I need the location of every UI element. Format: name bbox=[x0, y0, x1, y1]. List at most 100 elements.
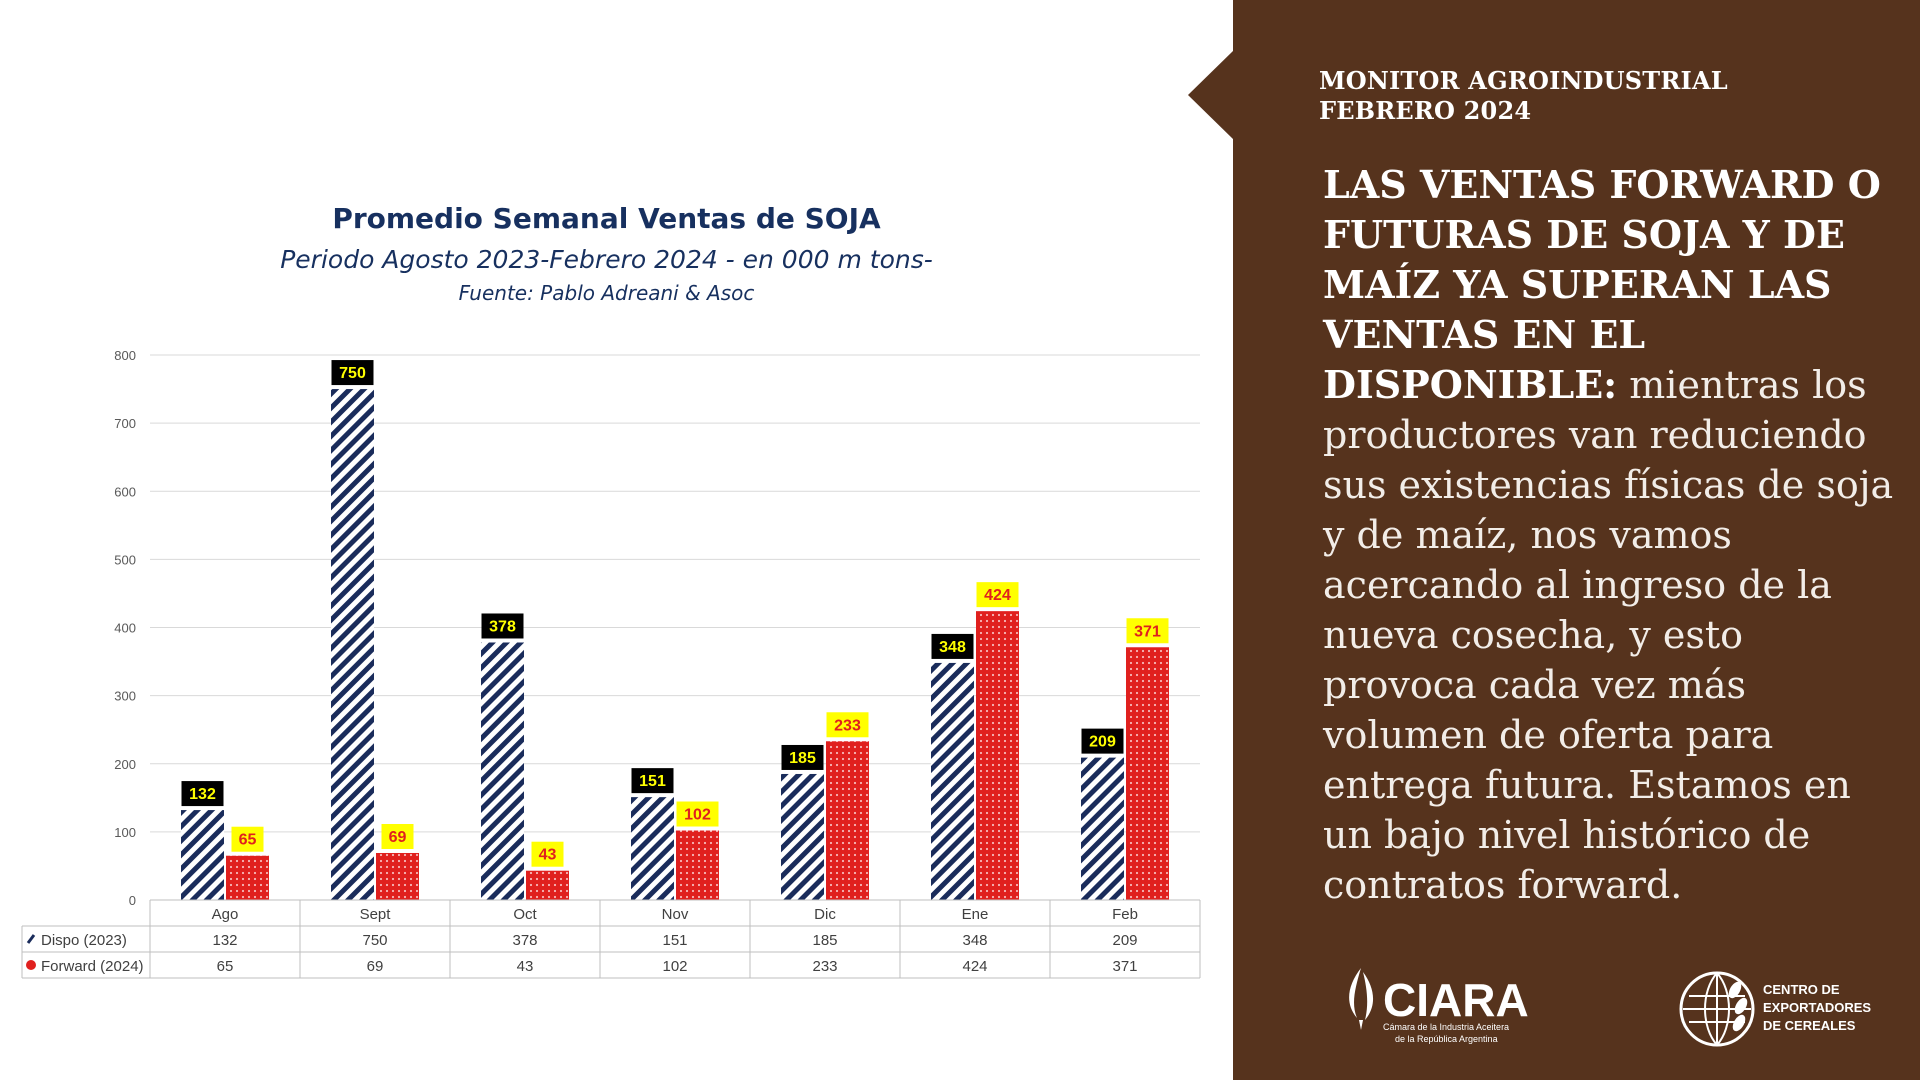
table-cell: 750 bbox=[362, 932, 387, 949]
bar-dispo bbox=[931, 662, 974, 900]
data-label-bg bbox=[826, 712, 869, 738]
table-cell: 151 bbox=[662, 932, 687, 949]
x-tick-label: Dic bbox=[814, 906, 836, 923]
kicker-line-1: MONITOR AGROINDUSTRIAL bbox=[1319, 66, 1728, 95]
y-tick-label: 100 bbox=[114, 825, 136, 840]
bars-layer bbox=[181, 389, 1169, 900]
y-tick-label: 500 bbox=[114, 552, 136, 567]
text-panel: MONITOR AGROINDUSTRIAL FEBRERO 2024 LAS … bbox=[1233, 0, 1920, 1080]
kicker-line-2: FEBRERO 2024 bbox=[1319, 96, 1532, 125]
table-cell: 185 bbox=[812, 932, 837, 949]
bar-dispo bbox=[181, 810, 224, 900]
ciara-logo: CIARA Cámara de la Industria Aceitera de… bbox=[1349, 968, 1529, 1044]
bar-dispo bbox=[481, 642, 524, 900]
bar-forward bbox=[976, 611, 1019, 900]
x-tick-label: Oct bbox=[513, 906, 537, 923]
data-label-bg bbox=[631, 768, 674, 794]
x-tick-label: Feb bbox=[1112, 906, 1138, 923]
cec-line1: CENTRO DE bbox=[1763, 982, 1840, 997]
y-tick-label: 0 bbox=[129, 893, 136, 908]
data-label-bg bbox=[781, 744, 824, 770]
x-tick-label: Ago bbox=[212, 906, 239, 923]
grid-layer: 0 100 200 300 400 500 600 700 800 bbox=[114, 348, 1200, 908]
data-label: 102 bbox=[684, 807, 711, 824]
chart-source: Fuente: Pablo Adreani & Asoc bbox=[458, 281, 755, 305]
kicker: MONITOR AGROINDUSTRIAL FEBRERO 2024 bbox=[1319, 66, 1728, 126]
table-cell: 132 bbox=[212, 932, 237, 949]
legend-key-dispo bbox=[26, 934, 36, 944]
data-label-bg bbox=[381, 823, 414, 849]
legend-label: Forward (2024) bbox=[41, 958, 144, 975]
table-cell: 209 bbox=[1112, 932, 1137, 949]
bar-dispo bbox=[331, 389, 374, 900]
data-label-bg bbox=[1081, 728, 1124, 754]
bar-forward bbox=[1126, 647, 1169, 900]
data-label-bg bbox=[931, 633, 974, 659]
labels-layer: 132 65 750 69 378 43 151 102 185 233 348 424 209 371 bbox=[181, 360, 1169, 867]
bar-forward bbox=[826, 741, 869, 900]
y-tick-label: 700 bbox=[114, 416, 136, 431]
bar-dispo bbox=[631, 797, 674, 900]
table-cell: 378 bbox=[512, 932, 537, 949]
headline: LAS VENTAS FORWARD O FUTURAS DE SOJA Y D… bbox=[1323, 160, 1898, 910]
legend-label: Dispo (2023) bbox=[41, 932, 127, 949]
data-label-bg bbox=[676, 801, 719, 827]
bar-chart: 0 100 200 300 400 500 600 700 800 132 65 750 69 378 4… bbox=[21, 348, 1201, 979]
table-cell: 102 bbox=[662, 958, 687, 975]
data-label-bg bbox=[481, 613, 524, 639]
x-tick-label: Nov bbox=[662, 906, 689, 923]
bar-forward bbox=[676, 830, 719, 900]
bar-forward bbox=[226, 855, 269, 900]
table-cell: 371 bbox=[1112, 958, 1137, 975]
y-tick-label: 200 bbox=[114, 757, 136, 772]
cec-logo: CENTRO DE EXPORTADORES DE CEREALES bbox=[1679, 971, 1871, 1047]
table-cell: 43 bbox=[517, 958, 534, 975]
data-label: 69 bbox=[389, 829, 407, 846]
cec-line3: DE CEREALES bbox=[1763, 1018, 1856, 1033]
table-cell: 65 bbox=[217, 958, 234, 975]
ciara-sub1: Cámara de la Industria Aceitera bbox=[1383, 1022, 1509, 1032]
bar-dispo bbox=[1081, 757, 1124, 900]
chart-area: Promedio Semanal Ventas de SOJA Periodo … bbox=[21, 202, 1201, 979]
data-label: 750 bbox=[339, 365, 366, 382]
legend-key-forward bbox=[26, 960, 36, 970]
data-label-bg bbox=[1126, 618, 1169, 644]
data-label: 378 bbox=[489, 618, 516, 635]
table-cell: 69 bbox=[367, 958, 384, 975]
data-label: 132 bbox=[189, 786, 216, 803]
y-tick-label: 400 bbox=[114, 621, 136, 636]
data-label: 65 bbox=[239, 832, 257, 849]
table-cell: 424 bbox=[962, 958, 987, 975]
data-label: 43 bbox=[539, 847, 557, 864]
y-tick-label: 300 bbox=[114, 689, 136, 704]
data-label: 348 bbox=[939, 639, 966, 656]
data-label: 371 bbox=[1134, 623, 1161, 640]
bar-forward bbox=[526, 870, 569, 900]
data-label-bg bbox=[331, 360, 374, 386]
leaf-icon bbox=[1349, 968, 1374, 1020]
table-cell: 233 bbox=[812, 958, 837, 975]
bar-forward bbox=[376, 852, 419, 900]
data-label-bg bbox=[231, 826, 264, 852]
data-label: 151 bbox=[639, 773, 666, 790]
headline-bold: LAS VENTAS FORWARD O FUTURAS DE SOJA Y D… bbox=[1323, 162, 1881, 407]
panel-arrow bbox=[1188, 50, 1234, 140]
data-label: 233 bbox=[834, 717, 861, 734]
data-label-bg bbox=[531, 841, 564, 867]
data-label: 185 bbox=[789, 750, 816, 767]
bar-dispo bbox=[781, 773, 824, 900]
chart-subtitle: Periodo Agosto 2023-Febrero 2024 - en 00… bbox=[280, 245, 933, 274]
y-tick-label: 800 bbox=[114, 348, 136, 363]
table-cell: 348 bbox=[962, 932, 987, 949]
chart-title: Promedio Semanal Ventas de SOJA bbox=[332, 202, 881, 235]
ciara-name: CIARA bbox=[1383, 974, 1529, 1026]
data-label-bg bbox=[976, 582, 1019, 608]
data-label: 209 bbox=[1089, 734, 1116, 751]
x-tick-label: Sept bbox=[360, 906, 392, 923]
data-table: Ago 132 65 Sept 750 69 Oct 378 43 Nov 151 102 Dic 185… bbox=[21, 899, 1201, 979]
y-tick-label: 600 bbox=[114, 484, 136, 499]
headline-body: mientras los productores van reduciendo … bbox=[1323, 363, 1894, 907]
data-label: 424 bbox=[984, 587, 1011, 604]
globe-wheat-icon bbox=[1679, 971, 1755, 1047]
ciara-sub2: de la República Argentina bbox=[1395, 1034, 1498, 1044]
